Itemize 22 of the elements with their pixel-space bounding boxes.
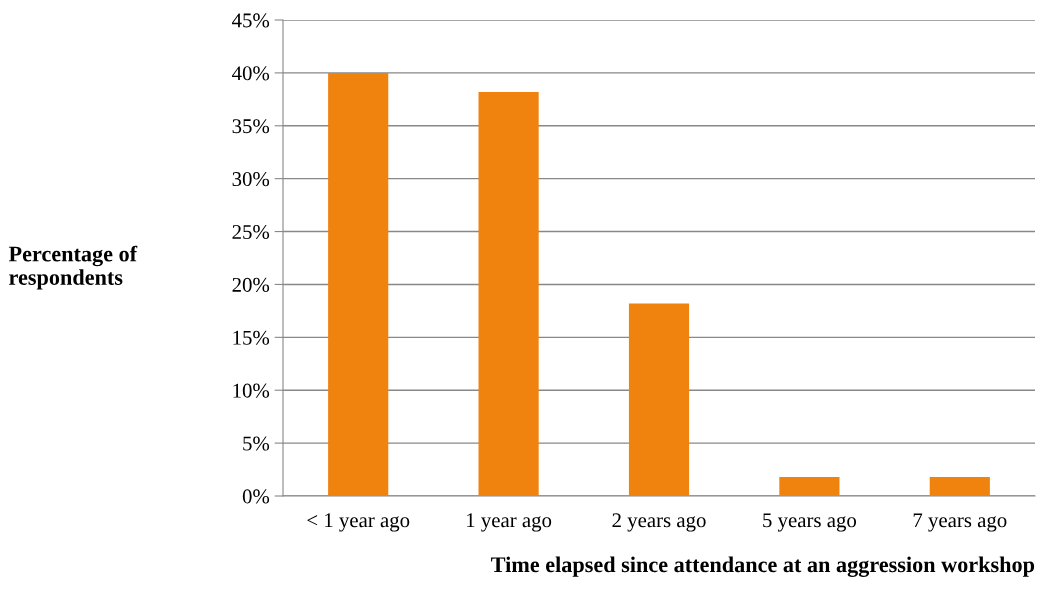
bar — [478, 91, 539, 496]
y-tick-label: 40% — [232, 66, 270, 81]
y-tick-label: 0% — [242, 489, 270, 504]
bar — [628, 303, 690, 496]
x-tick-label: 1 year ago — [467, 513, 552, 532]
bar — [779, 476, 840, 496]
y-tick-label: 30% — [232, 172, 270, 187]
y-tick-label: 5% — [243, 436, 270, 451]
y-tick-label: 35% — [232, 119, 270, 134]
bar — [328, 72, 389, 496]
y-tick-label: 20% — [232, 277, 270, 292]
x-tick-label: 7 years ago — [913, 513, 1007, 532]
x-tick-label: 2 years ago — [612, 513, 706, 532]
y-tick-label: 15% — [233, 330, 270, 345]
x-tick-label: < 1 year ago — [307, 513, 410, 532]
y-axis-title: Percentage of respondents — [8, 245, 138, 290]
x-axis-title: Time elapsed since attendance at an aggression workshop — [491, 556, 1035, 577]
x-tick-label: 5 years ago — [763, 513, 857, 532]
y-tick-label: 45% — [232, 13, 270, 28]
y-tick-label: 25% — [232, 224, 270, 240]
bar — [929, 476, 990, 496]
y-tick-label: 10% — [233, 383, 270, 398]
